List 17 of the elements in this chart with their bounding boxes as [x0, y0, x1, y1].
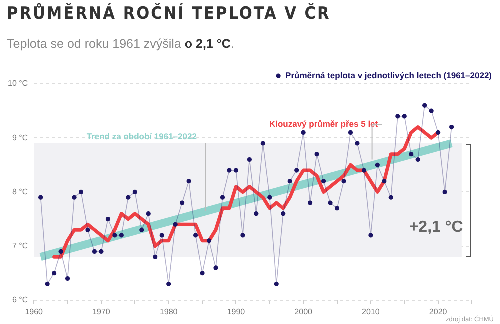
x-tick-label: 1980 [160, 307, 178, 316]
chart-subtitle: Teplota se od roku 1961 zvýšila o 2,1 °C. [7, 37, 234, 51]
x-tick-label: 2010 [362, 307, 380, 316]
x-tick-label: 1990 [227, 307, 246, 316]
y-tick-label: 10 °C [8, 79, 28, 88]
chart-title: PRŮMĚRNÁ ROČNÍ TEPLOTA V ČR [7, 4, 331, 24]
text: Trend za období 1961–2022 [86, 131, 198, 142]
x-tick-label: 1960 [25, 307, 44, 316]
x-tick-label: 2000 [294, 307, 314, 316]
x-tick-label: 1970 [92, 307, 111, 316]
y-tick-label: 7 °C [12, 242, 28, 251]
y-tick-label: 6 °C [12, 296, 28, 305]
legend-label: Průměrná teplota v jednotlivých letech (1961–2022) [286, 70, 492, 80]
y-tick-label: 9 °C [12, 133, 28, 142]
y-tick-label: 8 °C [12, 187, 28, 196]
x-tick-label: 2020 [429, 307, 448, 316]
band-label: +2,1 °C [409, 218, 464, 236]
